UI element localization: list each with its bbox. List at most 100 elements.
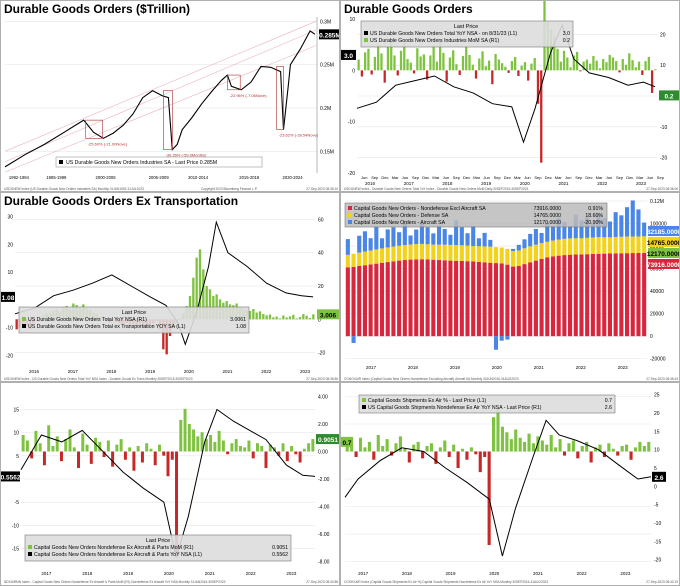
month-tick-label: Sep: [371, 175, 379, 180]
y-tick-label-right: -8.00: [318, 560, 330, 566]
bar: [298, 317, 302, 320]
bar: [429, 55, 432, 71]
right-value-tag: 0.9051: [318, 437, 338, 444]
period-label: 2000-2006: [96, 175, 117, 180]
y-tick-label-right: 2.00: [318, 422, 328, 428]
bar: [416, 441, 420, 452]
y-tick-label-right: 0: [318, 317, 321, 323]
legend-swatch: [364, 31, 368, 35]
legend-swatch: [348, 220, 352, 224]
bar: [377, 44, 380, 71]
legend-swatch: [28, 552, 32, 556]
month-tick-label: Dec: [422, 175, 429, 180]
bar: [644, 61, 647, 71]
stacked-bar-segment: [625, 253, 630, 337]
stacked-bar-segment: [533, 244, 538, 261]
y-tick-label-right: 0: [654, 484, 657, 490]
stacked-bar-segment: [345, 239, 350, 255]
year-tick-label: 2018: [408, 365, 419, 370]
bar: [556, 48, 559, 71]
bar: [452, 50, 455, 71]
bar: [487, 60, 491, 71]
bar: [187, 424, 191, 452]
bar: [533, 58, 536, 71]
stacked-bar-segment: [636, 209, 641, 237]
bar: [628, 53, 631, 71]
stacked-bar-segment: [476, 246, 481, 262]
footer-note: USDGNEW Index - Durable Goods New Orders…: [344, 187, 529, 191]
trend-channel-line: [4, 21, 317, 152]
bar: [443, 440, 447, 452]
drawdown-label: -25.60% (-21.00Nove): [88, 141, 128, 146]
legend-swatch: [28, 545, 32, 549]
stacked-bar-segment: [579, 254, 584, 337]
right-value-tag-bg: [659, 90, 679, 101]
stacked-bar-segment: [414, 244, 419, 260]
stacked-bar-segment: [562, 238, 567, 256]
bar: [461, 55, 465, 71]
y-tick-label-left: 0: [352, 68, 355, 74]
legend-label: US Durable Goods New Orders Industries M…: [370, 38, 499, 44]
stacked-bar-segment: [419, 222, 424, 244]
bar: [438, 447, 442, 452]
bar: [38, 443, 42, 452]
bar: [292, 314, 295, 320]
y-tick-label-left: -10: [12, 523, 19, 529]
stacked-bar-segment: [630, 200, 635, 237]
bar: [149, 448, 153, 452]
y-tick-label-left: 30: [7, 215, 13, 221]
year-tick-label: 2018: [106, 369, 117, 374]
month-tick-label: Jun: [647, 175, 653, 180]
stacked-bar-segment: [550, 256, 556, 337]
year-tick-label: 2020: [489, 571, 500, 576]
bar: [179, 419, 183, 452]
year-tick-label: 2018: [442, 181, 453, 186]
period-label: 2006-2009: [149, 175, 170, 180]
y-tick-label-right: 5: [654, 466, 657, 472]
bar: [192, 429, 196, 452]
bar: [370, 70, 373, 75]
left-value-tag: 0.7: [342, 440, 351, 447]
stacked-bar-segment: [573, 254, 578, 337]
stacked-bar-segment: [436, 260, 442, 337]
bar: [523, 441, 527, 452]
y-tick-label: 0.25M: [320, 63, 334, 69]
bar: [285, 451, 289, 462]
stacked-bar-segment: [408, 259, 413, 337]
legend-box: [344, 202, 608, 228]
bar: [383, 70, 386, 83]
right-value-tag-bg: [317, 309, 339, 320]
y-tick-label: 0.12M: [650, 199, 664, 205]
stacked-bar-segment: [568, 226, 573, 239]
stacked-bar-segment: [414, 229, 419, 245]
stacked-bar-segment: [391, 227, 396, 247]
trend-channel-line: [4, 29, 317, 163]
month-tick-label: Mar: [636, 175, 644, 180]
y-tick-label-left: 20: [7, 242, 13, 248]
right-value-tag: 0.2: [664, 93, 673, 100]
stacked-bar-segment: [425, 244, 430, 260]
stacked-bar-segment: [493, 247, 499, 264]
month-tick-label: Dec: [463, 175, 470, 180]
stacked-bar-segment: [402, 245, 407, 261]
stacked-bar-segment: [493, 336, 499, 350]
bar: [611, 448, 615, 452]
month-tick-label: Jun: [565, 175, 571, 180]
bar: [15, 319, 18, 330]
bar: [650, 70, 654, 93]
bar: [575, 51, 579, 71]
legend-swatch: [22, 317, 26, 321]
bar: [527, 433, 531, 452]
bar: [376, 435, 380, 452]
bar: [305, 315, 308, 320]
bar: [265, 315, 268, 320]
bar: [637, 61, 641, 71]
month-tick-label: Jun: [606, 175, 612, 180]
bar: [422, 54, 425, 71]
y-tick-label-right: -6.00: [318, 532, 330, 538]
bar: [478, 58, 481, 71]
bar: [238, 446, 242, 452]
bar: [607, 443, 611, 452]
right-value-tag: 14765.0000: [647, 240, 680, 247]
bar: [465, 451, 469, 460]
